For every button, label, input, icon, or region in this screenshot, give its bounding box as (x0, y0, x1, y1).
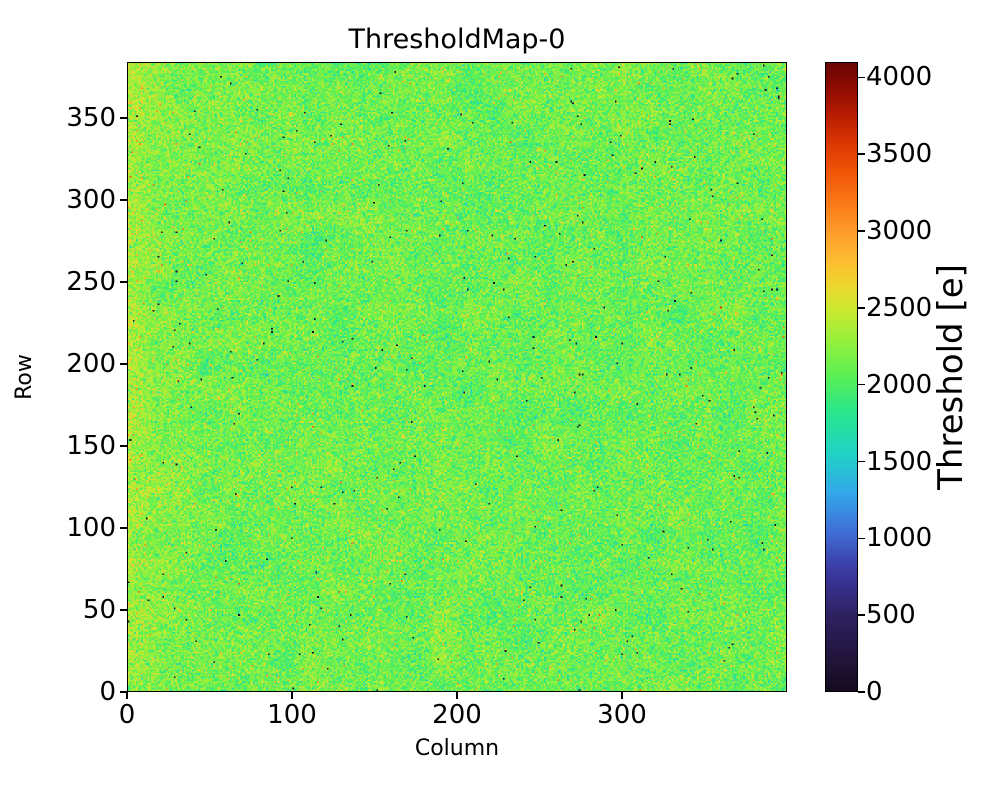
x-tick-label: 100 (267, 700, 317, 730)
y-tick-mark (120, 691, 127, 693)
colorbar-tick-mark (858, 460, 865, 463)
colorbar-label: Threshold [e] (931, 264, 971, 490)
colorbar-tick-label: 2000 (866, 369, 933, 400)
colorbar-tick-label: 3000 (866, 216, 933, 247)
colorbar-tick-mark (858, 230, 865, 232)
x-tick-mark (291, 692, 293, 699)
y-tick-label: 300 (66, 184, 116, 215)
y-tick-mark (120, 609, 127, 611)
colorbar-tick-mark (858, 307, 865, 309)
y-tick-label: 350 (66, 102, 116, 133)
y-tick-label: 0 (99, 677, 116, 707)
x-tick-label: 0 (118, 700, 136, 730)
colorbar-tick-label: 1000 (866, 523, 933, 554)
colorbar-tick-mark (858, 614, 865, 616)
x-tick-mark (456, 692, 458, 699)
colorbar-tick-mark (858, 153, 865, 155)
colorbar-tick-mark (858, 691, 865, 693)
colorbar-tick-mark (858, 537, 865, 540)
heatmap-image (128, 63, 786, 691)
x-tick-mark (126, 692, 128, 699)
colorbar[interactable] (825, 62, 858, 692)
y-tick-label: 200 (66, 348, 116, 379)
colorbar-tick-mark (858, 383, 865, 386)
y-axis-label: Row (12, 354, 37, 400)
y-tick-mark (120, 116, 127, 119)
colorbar-tick-label: 500 (866, 600, 916, 631)
y-tick-mark (120, 281, 127, 283)
colorbar-tick-mark (858, 76, 865, 79)
colorbar-tick-label: 2500 (866, 292, 933, 323)
colorbar-tick-label: 4000 (866, 62, 933, 93)
colorbar-gradient (826, 63, 857, 691)
colorbar-tick-label: 1500 (866, 446, 933, 477)
y-tick-mark (120, 527, 127, 529)
y-tick-label: 50 (82, 594, 116, 625)
y-tick-mark (120, 363, 127, 365)
x-axis-label: Column (414, 736, 500, 761)
colorbar-tick-label: 0 (866, 677, 883, 707)
y-tick-label: 150 (66, 430, 116, 461)
x-tick-label: 200 (432, 700, 482, 730)
page-title: ThresholdMap-0 (348, 24, 566, 55)
heatmap-axes[interactable] (127, 62, 787, 692)
x-tick-mark (621, 692, 623, 699)
y-tick-mark (120, 199, 127, 201)
x-tick-label: 300 (597, 700, 647, 730)
y-tick-label: 250 (66, 266, 116, 297)
y-tick-mark (120, 445, 127, 447)
colorbar-tick-label: 3500 (866, 139, 933, 170)
y-tick-label: 100 (66, 512, 116, 543)
